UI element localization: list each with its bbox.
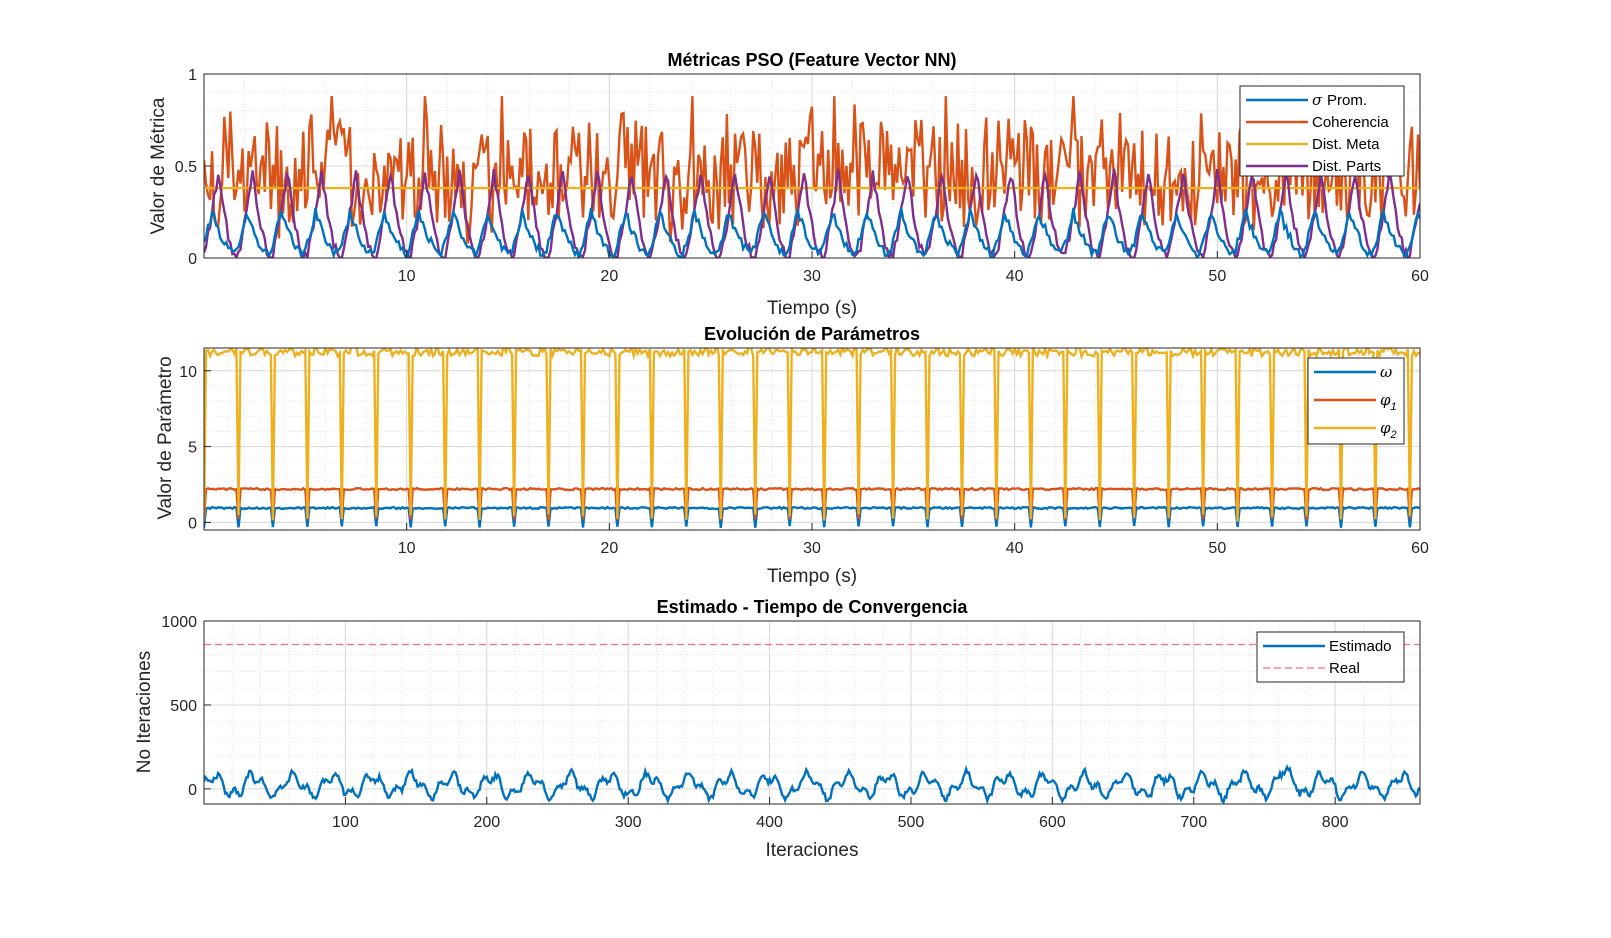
y-tick-label: 0 <box>188 782 197 799</box>
series-line-0-3 <box>204 168 1420 258</box>
x-tick-label: 100 <box>332 814 359 831</box>
series-line-0-1 <box>204 95 1420 244</box>
x-tick-label: 400 <box>756 814 783 831</box>
legend-label: Coherencia <box>1312 114 1389 131</box>
series-line-1-1 <box>204 486 1420 521</box>
x-tick-label: 700 <box>1180 814 1207 831</box>
legend-label: σ Prom. <box>1312 91 1367 109</box>
y-tick-label: 500 <box>170 698 197 715</box>
legend: Estimado Real <box>1256 631 1405 683</box>
legend: σ Prom. Coherencia Dist. Meta Dist. Parts <box>1239 85 1405 177</box>
series-line-0-0 <box>204 205 1420 258</box>
parameters-chart-title: Evolución de Parámetros <box>704 324 920 344</box>
y-tick-label: 0.5 <box>175 159 197 176</box>
y-tick-label: 1000 <box>161 614 197 631</box>
x-tick-label: 20 <box>600 540 618 557</box>
y-tick-label: 0 <box>188 251 197 268</box>
parameters-y-axis-label: Valor de Parámetro <box>155 356 176 519</box>
metrics-chart-title: Métricas PSO (Feature Vector NN) <box>667 50 956 70</box>
metrics-x-axis-label: Tiempo (s) <box>767 298 857 319</box>
legend-label: Dist. Meta <box>1312 136 1380 153</box>
x-tick-label: 500 <box>898 814 925 831</box>
x-tick-label: 300 <box>615 814 642 831</box>
convergence-axes: Estimado - Tiempo de Convergencia Iterac… <box>134 597 1421 861</box>
x-tick-label: 40 <box>1006 268 1024 285</box>
convergence-x-axis-label: Iteraciones <box>766 840 859 861</box>
series-line-1-0 <box>204 505 1420 528</box>
legend-label: ω <box>1380 363 1392 381</box>
x-tick-label: 800 <box>1322 814 1349 831</box>
x-tick-label: 30 <box>803 268 821 285</box>
x-tick-label: 40 <box>1006 540 1024 557</box>
x-tick-label: 20 <box>600 268 618 285</box>
parameters-axes: Evolución de Parámetros Tiempo (s) Valor… <box>155 324 1429 587</box>
series-line-1-2 <box>204 348 1420 522</box>
convergence-chart-title: Estimado - Tiempo de Convergencia <box>657 597 969 617</box>
legend-label: Estimado <box>1329 638 1392 655</box>
y-tick-label: 5 <box>188 440 197 457</box>
series-line-2-0 <box>204 764 1420 804</box>
x-tick-label: 10 <box>398 268 416 285</box>
metrics-y-axis-label: Valor de Métrica <box>148 97 169 234</box>
x-tick-label: 200 <box>473 814 500 831</box>
grid <box>204 348 1421 530</box>
y-tick-label: 1 <box>188 67 197 84</box>
x-tick-label: 60 <box>1411 268 1429 285</box>
parameters-x-axis-label: Tiempo (s) <box>767 566 857 587</box>
x-tick-label: 50 <box>1208 268 1226 285</box>
y-tick-label: 10 <box>179 364 197 381</box>
legend-box <box>1256 631 1405 683</box>
x-tick-label: 30 <box>803 540 821 557</box>
legend-label: Real <box>1329 660 1360 677</box>
x-tick-label: 600 <box>1039 814 1066 831</box>
axes-box <box>203 620 1421 805</box>
legend-label: Dist. Parts <box>1312 158 1381 175</box>
x-tick-label: 60 <box>1411 540 1429 557</box>
y-tick-label: 0 <box>188 515 197 532</box>
convergence-y-axis-label: No Iteraciones <box>134 651 155 774</box>
x-tick-label: 50 <box>1208 540 1226 557</box>
x-tick-label: 10 <box>398 540 416 557</box>
metrics-axes: Métricas PSO (Feature Vector NN) Tiempo … <box>148 50 1429 319</box>
